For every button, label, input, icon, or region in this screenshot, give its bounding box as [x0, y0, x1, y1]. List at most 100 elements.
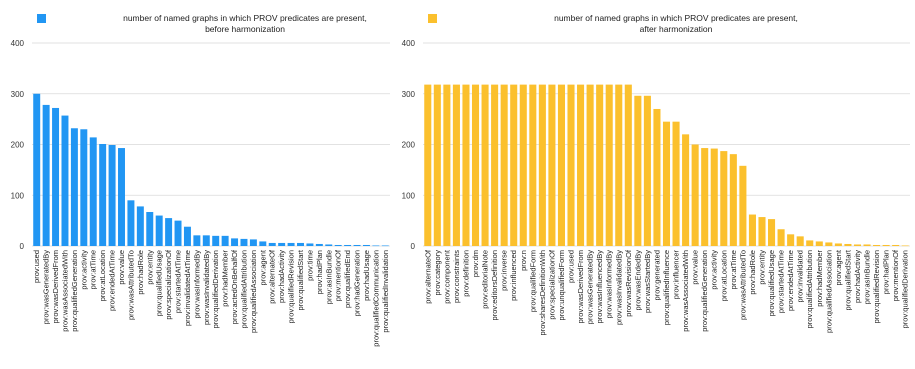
- x-tick-label: prov:wasAttributedTo: [126, 250, 135, 320]
- bar: [259, 241, 267, 246]
- bar: [720, 151, 728, 246]
- bar: [758, 217, 766, 246]
- bar: [278, 242, 286, 246]
- x-tick-label: prov:atTime: [89, 250, 98, 289]
- x-tick-label: prov:invalidated: [796, 250, 805, 303]
- bar: [653, 108, 661, 246]
- bar: [853, 244, 862, 246]
- x-tick-label: prov:qualifiedInfluence: [662, 250, 671, 325]
- x-tick-label: prov:qualifiedStart: [843, 249, 852, 310]
- bar: [596, 84, 604, 247]
- chart-panel-after: number of named graphs in which PROV pre…: [402, 13, 910, 335]
- bar: [815, 241, 823, 246]
- x-tick-label: prov:mentionOf: [334, 249, 343, 301]
- x-tick-label: prov:atLocation: [719, 250, 728, 301]
- bar: [586, 84, 594, 247]
- bar: [768, 219, 776, 246]
- bar: [538, 84, 546, 247]
- x-tick-label: prov:qualifiedUsage: [155, 250, 164, 316]
- x-tick-label: prov:atTime: [729, 250, 738, 289]
- x-tick-label: prov:startedAtTime: [777, 250, 786, 313]
- bar: [577, 84, 585, 247]
- bar: [682, 134, 690, 246]
- bar: [202, 235, 210, 246]
- x-tick-label: prov:qualifiedInvalidation: [381, 250, 390, 333]
- bar: [873, 244, 881, 246]
- bar: [892, 244, 900, 246]
- bar: [353, 244, 361, 246]
- bar: [344, 244, 352, 246]
- bar: [80, 129, 88, 246]
- bar: [777, 229, 785, 246]
- x-tick-label: prov:dm: [471, 250, 480, 277]
- x-tick-label: prov:activity: [79, 250, 88, 290]
- bar: [325, 244, 333, 246]
- bar: [212, 235, 220, 246]
- bar: [221, 235, 229, 246]
- x-tick-label: prov:entity: [757, 250, 766, 285]
- x-tick-label: prov:category: [433, 250, 442, 296]
- x-tick-label: prov:wasInvalidatedBy: [614, 250, 623, 325]
- bar: [634, 95, 642, 246]
- bar: [901, 245, 909, 247]
- legend-label: number of named graphs in which PROV pre…: [554, 13, 798, 23]
- x-tick-label: prov:time: [305, 250, 314, 281]
- legend-swatch: [428, 14, 437, 23]
- y-tick-label: 100: [11, 191, 25, 200]
- bar: [615, 84, 623, 247]
- bar: [529, 84, 537, 247]
- bar: [146, 211, 154, 246]
- x-tick-label: prov:inverse: [500, 250, 509, 291]
- x-tick-label: prov:qualifiedUsage: [767, 250, 776, 316]
- x-tick-label: prov:hadUsage: [362, 250, 371, 301]
- bar: [33, 93, 41, 246]
- bar: [315, 243, 323, 246]
- bar: [834, 243, 842, 246]
- bar: [481, 84, 489, 247]
- x-tick-label: prov:wasAssociatedWith: [60, 250, 69, 332]
- bar: [672, 121, 680, 246]
- bar: [796, 236, 804, 246]
- x-tick-label: prov:activity: [710, 250, 719, 290]
- bar: [155, 215, 163, 246]
- bar: [863, 244, 871, 246]
- x-tick-label: prov:wasDerivedFrom: [576, 250, 585, 323]
- x-tick-label: prov:asInBundle: [324, 250, 333, 304]
- bar: [491, 84, 499, 247]
- x-tick-label: prov:hadPlan: [315, 250, 324, 294]
- x-tick-label: prov:actedOnBehalfOf: [230, 249, 239, 324]
- bar: [249, 239, 257, 246]
- bar: [662, 121, 671, 246]
- bar: [605, 84, 613, 247]
- x-tick-label: prov:wasRevisionOf: [624, 249, 633, 317]
- x-tick-label: prov:used: [32, 250, 41, 283]
- bar: [691, 144, 699, 246]
- x-tick-label: prov:qualifiedGeneration: [700, 250, 709, 332]
- bar: [462, 84, 470, 247]
- x-tick-label: prov:qualifiedAssociation: [249, 250, 258, 333]
- x-tick-label: prov:wasDerivedFrom: [51, 250, 60, 323]
- x-tick-label: prov:hadActivity: [277, 250, 286, 303]
- bar: [471, 84, 480, 247]
- bar: [174, 220, 182, 246]
- x-tick-label: prov:qualifiedStart: [296, 249, 305, 310]
- y-tick-label: 300: [11, 90, 25, 99]
- x-tick-label: prov:qualifiedAttribution: [805, 250, 814, 328]
- bar: [127, 200, 135, 246]
- x-tick-label: prov:wasEndedBy: [633, 250, 642, 311]
- x-tick-label: prov:alternateOf: [423, 249, 432, 304]
- legend-label-line2: before harmonization: [205, 24, 285, 34]
- bar: [624, 84, 632, 247]
- bar: [710, 148, 718, 246]
- bar: [748, 214, 756, 246]
- bar: [452, 84, 460, 247]
- bar: [729, 154, 737, 246]
- bar: [61, 115, 69, 246]
- y-tick-label: 0: [411, 242, 416, 251]
- x-tick-label: prov:alternateOf: [268, 249, 277, 304]
- bar: [183, 226, 191, 246]
- x-tick-label: prov:n: [519, 250, 528, 271]
- x-tick-label: prov:startedAtTime: [174, 250, 183, 313]
- x-tick-label: prov:entity: [145, 250, 154, 285]
